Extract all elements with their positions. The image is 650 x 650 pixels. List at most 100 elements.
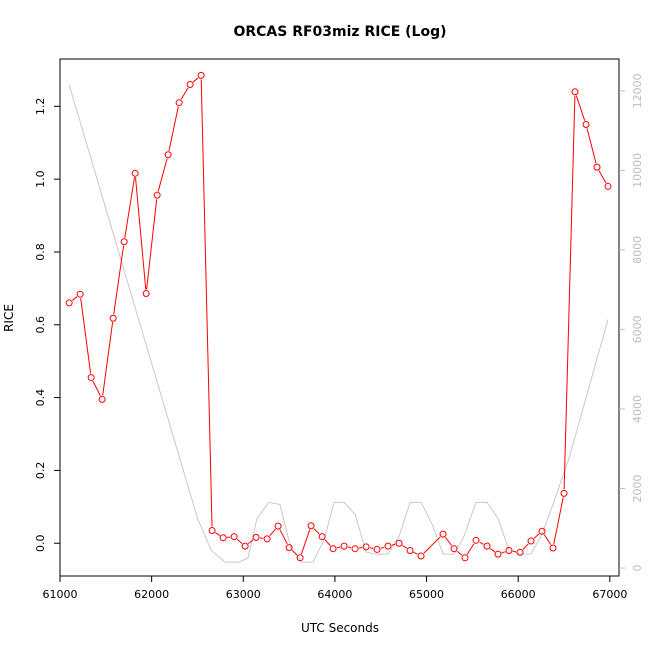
rice-point: [516, 548, 524, 556]
x-tick-label: 63000: [226, 588, 261, 601]
rice-segment: [135, 177, 147, 290]
rice-segment: [300, 529, 311, 555]
rice-segment: [501, 551, 506, 554]
rice-point: [87, 374, 95, 382]
rice-segment: [80, 298, 92, 374]
rice-segment: [313, 528, 320, 535]
chart-title: ORCAS RF03miz RICE (Log): [233, 24, 446, 40]
x-tick-label: 61000: [43, 588, 78, 601]
y-tick-label: 1.0: [34, 170, 47, 188]
rice-segment: [369, 547, 374, 550]
x-tick-label: 65000: [409, 588, 444, 601]
y2-tick-label: 2000: [631, 475, 644, 503]
rice-point: [560, 489, 568, 497]
rice-point: [362, 543, 370, 551]
rice-segment: [598, 170, 607, 184]
rice-point: [406, 547, 414, 555]
rice-point: [538, 527, 546, 535]
y-tick-label: 0.2: [34, 462, 47, 480]
y-axis-left: 0.0 0.2 0.4 0.6 0.8 1.0 1.2: [34, 98, 60, 552]
rice-segment: [466, 543, 475, 555]
secondary-series: [68, 84, 609, 563]
rice-point: [98, 395, 106, 403]
rice-point: [307, 522, 315, 530]
y2-tick-label: 6000: [631, 315, 644, 343]
rice-segment: [124, 177, 136, 238]
rice-point: [263, 535, 271, 543]
rice-point: [549, 544, 557, 552]
rice-segment: [456, 550, 463, 556]
rice-point: [109, 314, 117, 322]
rice-segment: [423, 536, 441, 554]
rice-point: [285, 544, 293, 552]
rice-segment: [200, 79, 213, 527]
rice-segment: [402, 545, 408, 549]
rice-segment: [102, 322, 114, 396]
rice-point: [241, 542, 249, 550]
rice-segment: [291, 549, 298, 556]
rice-segment: [236, 538, 243, 544]
rice-point: [197, 71, 205, 79]
y-axis-label: RICE: [2, 304, 16, 332]
rice-segment: [279, 529, 288, 545]
x-axis-label: UTC Seconds: [301, 621, 379, 635]
rice-point: [461, 554, 469, 562]
rice-segment: [553, 497, 564, 545]
y-tick-label: 0.4: [34, 389, 47, 407]
rice-segment: [146, 199, 158, 290]
rice-point: [494, 550, 502, 558]
rice-segment: [445, 537, 453, 546]
y-tick-label: 1.2: [34, 98, 47, 116]
rice-segment: [533, 533, 540, 539]
y2-tick-label: 8000: [631, 236, 644, 264]
y2-tick-label: 4000: [631, 395, 644, 423]
rice-segment: [324, 539, 331, 547]
rice-point: [153, 191, 161, 199]
plot-frame: [59, 58, 620, 577]
rice-point: [164, 151, 172, 159]
rice-segment: [192, 77, 199, 83]
x-tick-label: 62000: [134, 588, 169, 601]
rice-point: [439, 530, 447, 538]
rice-point: [252, 533, 260, 541]
rice-point: [351, 545, 359, 553]
rice-point: [230, 533, 238, 541]
rice-point: [318, 533, 326, 541]
y2-tick-label: 10000: [631, 153, 644, 188]
x-tick-label: 66000: [501, 588, 536, 601]
rice-point: [175, 99, 183, 107]
rice-segment: [563, 95, 576, 490]
rice-segment: [512, 550, 517, 553]
rice-point: [571, 88, 579, 96]
rice-segment: [347, 546, 352, 549]
y2-tick-label: 0: [631, 565, 644, 572]
rice-point: [296, 554, 304, 562]
x-tick-label: 67000: [592, 588, 627, 601]
rice-segment: [168, 106, 179, 151]
rice-point: [395, 539, 403, 547]
y-tick-label: 0.6: [34, 316, 47, 334]
rice-point: [208, 526, 216, 534]
rice-point: [483, 542, 491, 550]
rice-segment: [489, 548, 496, 553]
rice-segment: [575, 95, 586, 121]
rice-point: [384, 542, 392, 550]
rice-segment: [391, 543, 396, 546]
rice-segment: [247, 539, 254, 545]
rice-point: [472, 536, 480, 544]
y-tick-label: 0.0: [34, 534, 47, 552]
rice-point: [76, 290, 84, 298]
rice-segment: [479, 541, 484, 545]
x-axis: 61000 62000 63000 64000 65000 66000 67000: [43, 576, 627, 601]
rice-point: [340, 542, 348, 550]
rice-segment: [269, 528, 276, 537]
rice-segment: [380, 546, 385, 549]
y2-tick-label: 12000: [631, 73, 644, 108]
rice-point: [505, 547, 513, 555]
rice-segment: [522, 543, 529, 550]
rice-point: [417, 552, 425, 560]
rice-segment: [413, 551, 418, 555]
rice-point: [219, 534, 227, 542]
rice-point: [527, 537, 535, 545]
